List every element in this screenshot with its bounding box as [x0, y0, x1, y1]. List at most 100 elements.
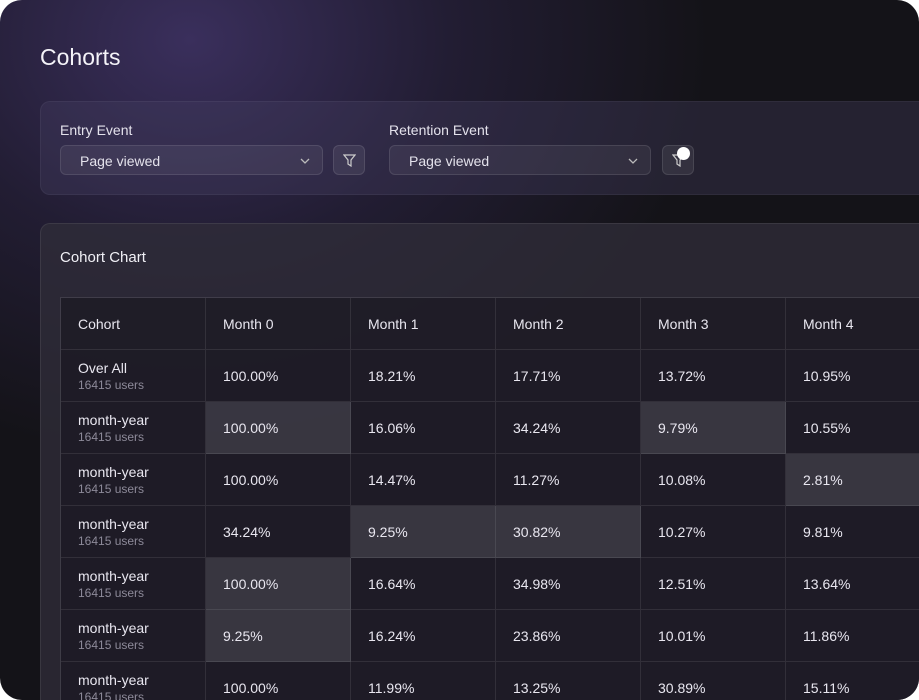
retention-value: 10.27% [658, 523, 706, 540]
cohort-cell: month-year 16415 users [61, 662, 206, 700]
value-cell: 100.00% [206, 662, 351, 700]
header-row: Cohort Month 0 Month 1 Month 2 Month 3 Month … [61, 298, 919, 350]
value-cell: 17.71% [496, 350, 641, 402]
header-cell: Month 3 [641, 298, 786, 350]
table-row: month-year 16415 users 100.00% 16.06% 34.24%… [61, 402, 919, 454]
cursor [677, 147, 690, 160]
value-cell: 100.00% [206, 350, 351, 402]
cohort-users: 16415 users [78, 585, 145, 600]
table-row: month-year 16415 users 100.00% 11.99% 13.25%… [61, 662, 919, 700]
cohort-cell: Over All 16415 users [61, 350, 206, 402]
value-cell: 9.25% [206, 610, 351, 662]
header-label: Month 1 [368, 315, 419, 332]
header-cell: Month 0 [206, 298, 351, 350]
retention-value: 13.25% [513, 679, 561, 696]
value-cell: 11.86% [786, 610, 919, 662]
retention-value: 12.51% [658, 575, 706, 592]
value-cell: 11.99% [351, 662, 496, 700]
value-cell: 9.25% [351, 506, 496, 558]
entry-select[interactable]: Page viewed [60, 145, 323, 175]
cohort-name: month-year [78, 567, 149, 584]
retention-value: 100.00% [223, 679, 279, 696]
retention-value: 14.47% [368, 471, 416, 488]
value-cell: 10.27% [641, 506, 786, 558]
header-label: Month 4 [803, 315, 854, 332]
value-cell: 14.47% [351, 454, 496, 506]
cohort-users: 16415 users [78, 377, 145, 392]
value-cell: 18.21% [351, 350, 496, 402]
value-cell: 10.95% [786, 350, 919, 402]
cohort-name: month-year [78, 515, 149, 532]
cohort-cell: month-year 16415 users [61, 558, 206, 610]
value-cell: 10.55% [786, 402, 919, 454]
value-cell: 100.00% [206, 402, 351, 454]
retention-value: 16.64% [368, 575, 416, 592]
table-row: Over All 16415 users 100.00% 18.21% 17.71% 13… [61, 350, 919, 402]
retention-value: 9.25% [368, 523, 408, 540]
retention-value: 13.72% [658, 367, 706, 384]
chevron [628, 158, 638, 164]
header-cell: Cohort [61, 298, 206, 350]
value-cell: 12.51% [641, 558, 786, 610]
value-cell: 100.00% [206, 558, 351, 610]
header-label: Month 2 [513, 315, 564, 332]
retention-value: 18.21% [368, 367, 416, 384]
cohort-users: 16415 users [78, 637, 145, 652]
retention-value: 30.82% [513, 523, 561, 540]
retention-value: 11.27% [513, 471, 560, 488]
value-cell: 30.82% [496, 506, 641, 558]
cohort-name: Over All [78, 359, 128, 376]
header-label: Month 0 [223, 315, 274, 332]
header-label: Month 3 [658, 315, 709, 332]
card-title: Cohort Chart [60, 249, 146, 266]
retention-value: 11.86% [803, 627, 850, 644]
filter-button[interactable] [333, 145, 365, 175]
value-cell: 10.08% [641, 454, 786, 506]
chevron [300, 158, 310, 164]
retention-value: 10.01% [658, 627, 706, 644]
retention-value: 9.79% [658, 419, 698, 436]
retention-value: 34.24% [223, 523, 271, 540]
filter-icon [343, 154, 356, 167]
retention-value: 10.08% [658, 471, 706, 488]
value-cell: 30.89% [641, 662, 786, 700]
cohort-name: month-year [78, 463, 149, 480]
cohort-users: 16415 users [78, 481, 145, 496]
value-cell: 23.86% [496, 610, 641, 662]
value-cell: 13.64% [786, 558, 919, 610]
filter-label: Retention Event [389, 122, 489, 138]
retention-value: 2.81% [803, 471, 843, 488]
value-cell: 9.81% [786, 506, 919, 558]
cohort-card: Cohort Chart Cohort Month 0 Month 1 Month 2… [40, 223, 919, 700]
retention-value: 15.11% [803, 679, 850, 696]
retention-value: 23.86% [513, 627, 561, 644]
cohort-cell: month-year 16415 users [61, 454, 206, 506]
retention-value: 100.00% [223, 367, 279, 384]
retention-value: 10.95% [803, 367, 851, 384]
retention-value: 30.89% [658, 679, 706, 696]
value-cell: 16.64% [351, 558, 496, 610]
value-cell: 13.72% [641, 350, 786, 402]
cohort-cell: month-year 16415 users [61, 506, 206, 558]
cohort-name: month-year [78, 411, 149, 428]
cohort-table: Cohort Month 0 Month 1 Month 2 Month 3 Month … [60, 297, 919, 700]
value-cell: 34.98% [496, 558, 641, 610]
cohort-cell: month-year 16415 users [61, 402, 206, 454]
retention-value: 34.98% [513, 575, 561, 592]
value-cell: 2.81% [786, 454, 919, 506]
value-cell: 13.25% [496, 662, 641, 700]
value-cell: 10.01% [641, 610, 786, 662]
value-cell: 100.00% [206, 454, 351, 506]
header-cell: Month 1 [351, 298, 496, 350]
value-cell: 9.79% [641, 402, 786, 454]
retention-select[interactable]: Page viewed [389, 145, 651, 175]
retention-value: 9.81% [803, 523, 843, 540]
retention-value: 100.00% [223, 419, 279, 436]
header-label: Cohort [78, 315, 121, 332]
cohort-name: month-year [78, 619, 149, 636]
filter-panel: Entry Event Page viewed Retention Event … [40, 101, 919, 195]
cohort-users: 16415 users [78, 429, 145, 444]
value-cell: 16.06% [351, 402, 496, 454]
table-row: month-year 16415 users 9.25% 16.24% 23.86% 10… [61, 610, 919, 662]
filter-label: Entry Event [60, 122, 133, 138]
